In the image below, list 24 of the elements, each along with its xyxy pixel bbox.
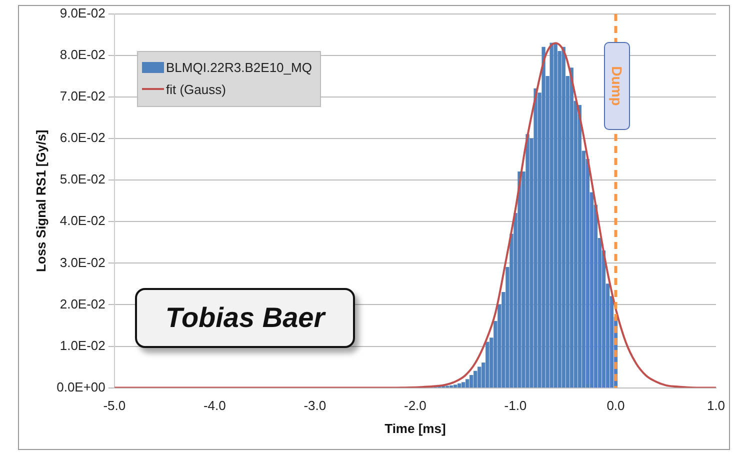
y-tick-label: 5.0E-02 [60, 172, 106, 187]
legend-label: BLMQI.22R3.B2E10_MQ [165, 58, 312, 77]
x-tick-label: -5.0 [103, 398, 126, 414]
x-tick-label: -3.0 [304, 398, 326, 414]
y-tick-label: 3.0E-02 [60, 254, 106, 270]
x-axis-title: Time [ms] [384, 420, 446, 436]
y-tick-label: 4.0E-02 [60, 213, 106, 228]
y-tick-label: 2.0E-02 [60, 296, 106, 312]
y-tick-label: 8.0E-02 [60, 47, 106, 62]
x-tick-label: -1.0 [504, 398, 527, 414]
annotation: Tobias Baer [135, 288, 355, 348]
rounded-label-box: Dump [604, 42, 630, 130]
legend-label: fit (Gauss) [165, 80, 227, 99]
x-tick-label: 1.0 [706, 398, 726, 414]
y-tick-label: 0.0E+00 [56, 379, 106, 394]
y-tick-label: 7.0E-02 [60, 88, 106, 104]
x-tick-label: -4.0 [203, 398, 226, 414]
x-tick-label: 0.0 [606, 398, 625, 414]
x-tick-label: -2.0 [404, 398, 426, 414]
ref-line-label: Dump [608, 66, 625, 106]
y-tick-label: 9.0E-02 [60, 6, 106, 21]
y-axis-title: Loss Signal RS1 [Gy/s] [33, 130, 48, 272]
y-tick-label: 6.0E-02 [60, 130, 106, 146]
y-tick-label: 1.0E-02 [60, 338, 106, 353]
